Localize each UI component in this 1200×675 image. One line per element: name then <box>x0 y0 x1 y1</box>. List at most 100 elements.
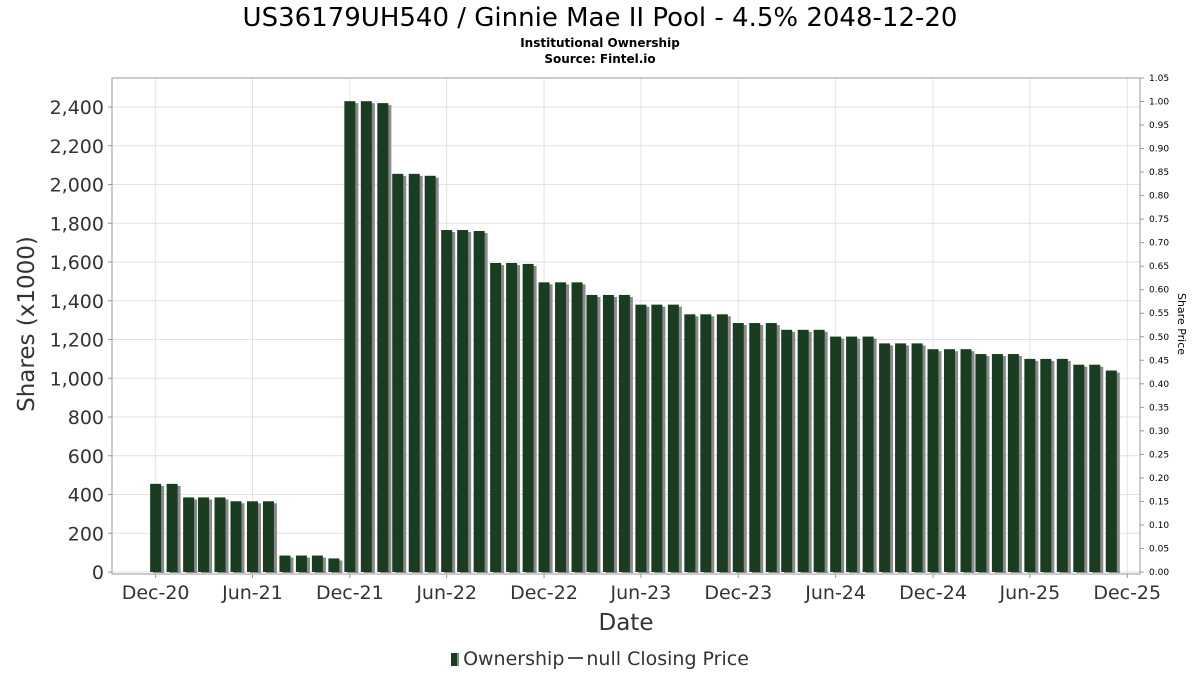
y-tick-label: 2,200 <box>50 136 104 158</box>
bar-fill <box>797 329 809 572</box>
x-tick-label: Jun-22 <box>415 582 477 604</box>
bar-fill <box>960 349 972 572</box>
bar-fill <box>262 501 274 572</box>
bar-fill <box>975 354 987 572</box>
bar <box>441 230 456 573</box>
bar <box>344 101 359 573</box>
ownership-legend-swatch <box>451 653 460 666</box>
bar <box>862 336 877 573</box>
x-tick-label: Dec-22 <box>510 582 578 604</box>
y2-tick-label: 0.20 <box>1149 474 1169 484</box>
bar <box>1007 354 1022 573</box>
bar-fill <box>830 336 842 572</box>
y2-tick-label: 0.70 <box>1149 239 1169 249</box>
y2-tick-label: 0.15 <box>1149 497 1169 507</box>
bar-fill <box>473 231 485 572</box>
bar-fill <box>1040 358 1052 572</box>
bar-fill <box>944 349 956 572</box>
bar <box>781 329 796 573</box>
y-tick-label: 1,800 <box>50 213 104 235</box>
bar-fill <box>1056 358 1068 572</box>
legend-ownership-label: Ownership <box>463 648 565 670</box>
bar-fill <box>991 354 1003 572</box>
bar <box>927 349 942 573</box>
bar <box>1073 364 1088 573</box>
y2-tick-label: 0.45 <box>1149 356 1169 366</box>
bar-fill <box>538 282 550 572</box>
y-tick-label: 2,000 <box>50 175 104 197</box>
bar-fill <box>1089 364 1101 572</box>
bar-fill <box>879 343 891 572</box>
y-tick-label: 600 <box>68 446 104 468</box>
x-tick-label: Jun-23 <box>610 582 672 604</box>
bar <box>700 314 715 573</box>
bar-fill <box>1007 354 1019 572</box>
y2-tick-label: 1.00 <box>1149 98 1169 108</box>
bar <box>749 323 764 573</box>
closing-price-legend-line <box>568 657 584 659</box>
bar <box>618 294 633 573</box>
bar-fill <box>490 262 502 572</box>
y2-tick-label: 0.00 <box>1149 568 1169 578</box>
y2-tick-label: 0.05 <box>1149 544 1169 554</box>
bar <box>830 336 845 573</box>
bar <box>214 497 229 573</box>
bar-fill <box>602 294 614 572</box>
y-tick-label: 1,000 <box>50 368 104 390</box>
chart-title: US36179UH540 / Ginnie Mae II Pool - 4.5%… <box>242 3 958 33</box>
bar <box>473 231 488 573</box>
x-tick-label: Dec-20 <box>122 582 190 604</box>
bar-fill <box>246 501 258 572</box>
bar-fill <box>506 262 518 572</box>
bar-fill <box>457 230 469 572</box>
bar <box>279 555 294 573</box>
y2-tick-label: 0.55 <box>1149 309 1169 319</box>
right-y-axis-title: Share Price <box>1175 293 1188 355</box>
y2-tick-label: 0.95 <box>1149 121 1169 131</box>
bar-fill <box>1024 358 1036 572</box>
bar <box>424 175 439 573</box>
left-y-axis: 0 200 400 600 800 1,000 1,200 1,400 1,600 1,800 2,… <box>50 97 112 584</box>
bar-fill <box>895 343 907 572</box>
bar-fill <box>927 349 939 572</box>
chart-subtitle: Institutional Ownership <box>520 36 680 50</box>
bar <box>311 555 326 573</box>
bar <box>846 336 861 573</box>
bar-fill <box>765 323 777 572</box>
bar-fill <box>635 304 647 572</box>
x-tick-label: Dec-23 <box>704 582 772 604</box>
bar-fill <box>295 555 307 572</box>
y2-tick-label: 0.60 <box>1149 286 1169 296</box>
x-tick-label: Dec-24 <box>899 582 967 604</box>
legend: Ownership null Closing Price <box>0 647 1200 671</box>
bar <box>586 294 601 573</box>
bar-fill <box>344 101 356 572</box>
bar <box>490 262 505 573</box>
bar <box>797 329 812 573</box>
bar-fill <box>150 483 162 572</box>
bar <box>360 101 375 573</box>
bar-fill <box>716 314 728 572</box>
bar-fill <box>571 282 583 572</box>
bar <box>667 304 682 573</box>
bar-fill <box>862 336 874 572</box>
bar-fill <box>441 230 453 572</box>
bar-fill <box>749 323 761 572</box>
bar <box>506 262 521 573</box>
bar <box>911 343 926 573</box>
bar <box>328 558 343 573</box>
ownership-chart: 0 200 400 600 800 1,000 1,200 1,400 1,600 1,800 2,… <box>14 74 1188 636</box>
bar <box>1040 358 1055 573</box>
bar <box>975 354 990 573</box>
y-tick-label: 0 <box>92 562 104 584</box>
bar <box>651 304 666 573</box>
bar-fill <box>555 282 567 572</box>
bar-fill <box>1105 370 1117 572</box>
y2-tick-label: 0.75 <box>1149 215 1169 225</box>
bar <box>262 501 277 573</box>
chart-source: Source: Fintel.io <box>544 52 656 66</box>
bar <box>571 282 586 573</box>
y-tick-label: 1,400 <box>50 291 104 313</box>
bar <box>522 263 537 573</box>
bar <box>246 501 261 573</box>
